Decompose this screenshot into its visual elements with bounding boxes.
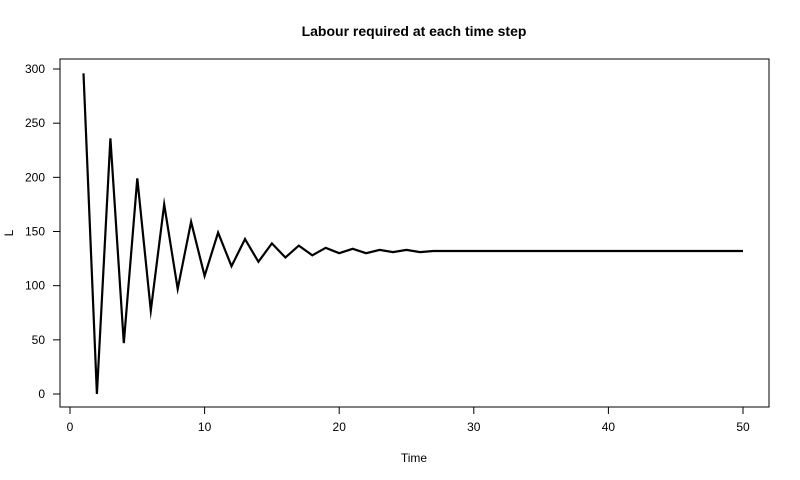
y-axis-title: L [2, 229, 16, 236]
x-tick-label: 50 [736, 420, 750, 434]
y-tick-label: 300 [25, 62, 45, 76]
x-axis-title: Time [401, 451, 428, 465]
x-axis: 0 10 20 30 40 50 [67, 406, 750, 434]
y-axis: 0 50 100 150 200 250 300 [25, 62, 61, 401]
y-tick-label: 200 [25, 170, 45, 184]
y-tick-label: 150 [25, 225, 45, 239]
x-tick-label: 30 [467, 420, 481, 434]
x-tick-label: 10 [198, 420, 212, 434]
y-tick-label: 250 [25, 116, 45, 130]
series-layer [82, 73, 743, 395]
y-tick-label: 100 [25, 279, 45, 293]
x-tick-label: 40 [602, 420, 616, 434]
y-tick-label: 50 [32, 333, 46, 347]
series-line [82, 73, 743, 395]
plot-frame [59, 58, 770, 408]
x-tick-label: 0 [67, 420, 74, 434]
x-tick-label: 20 [333, 420, 347, 434]
chart-title: Labour required at each time step [302, 23, 527, 39]
y-tick-label: 0 [38, 387, 45, 401]
